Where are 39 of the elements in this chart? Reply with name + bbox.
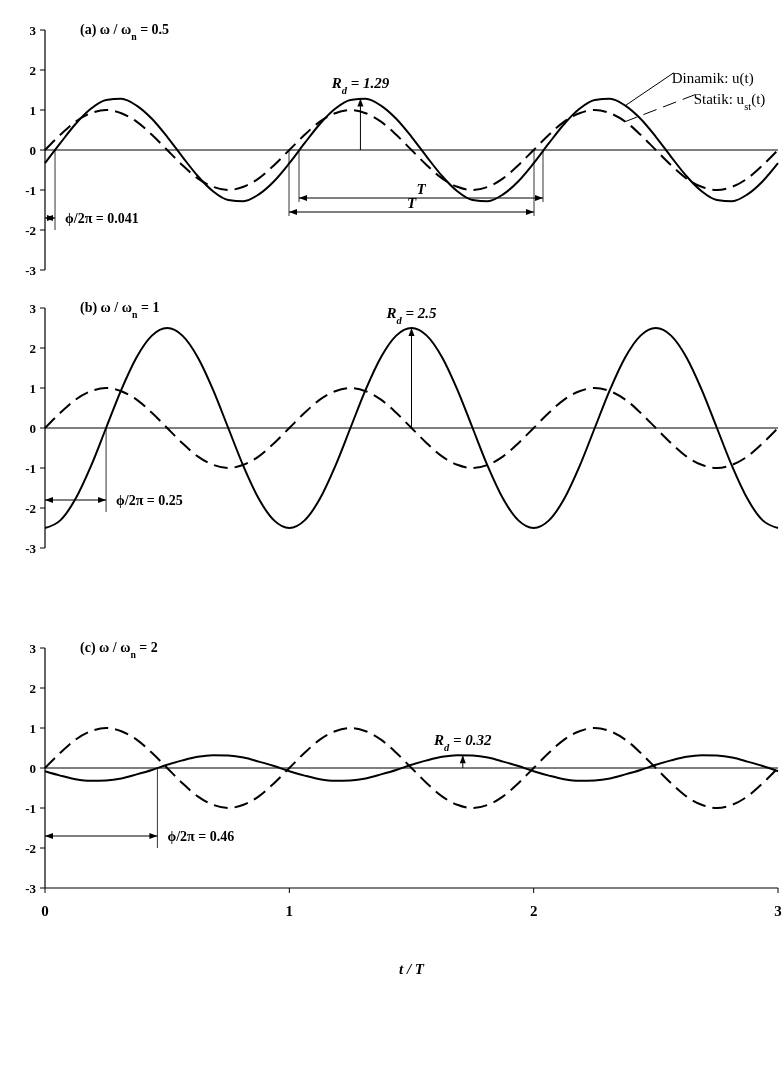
y-tick-label: -2 xyxy=(25,840,36,856)
x-tick-label: 0 xyxy=(41,903,49,919)
y-tick-label: -3 xyxy=(25,880,37,896)
y-tick-label: 1 xyxy=(29,720,36,736)
x-tick-label: 3 xyxy=(774,903,782,919)
y-tick-label: -1 xyxy=(25,182,36,198)
legend-label: Statik: u$_{st}$(t) xyxy=(693,91,766,112)
annotation: R$_{d}$ = 0.32 xyxy=(433,732,493,753)
y-tick-label: 0 xyxy=(29,420,36,436)
y-tick-label: 2 xyxy=(29,62,36,78)
y-tick-label: 3 xyxy=(29,22,37,38)
y-tick-label: 2 xyxy=(29,340,36,356)
y-tick-label: 2 xyxy=(29,680,36,696)
text: Dinamik: u(t) xyxy=(671,69,754,87)
annotation: ϕ/2π = 0.46 xyxy=(167,828,235,844)
y-tick-label: -1 xyxy=(25,800,36,816)
x-tick-label: 1 xyxy=(285,903,294,919)
annotation: T xyxy=(406,195,417,211)
chart-title: (b) ω / ω$_{n}$ = 1 xyxy=(80,300,160,320)
y-tick-label: -1 xyxy=(25,460,36,476)
y-tick-label: -2 xyxy=(25,222,36,238)
y-tick-label: 0 xyxy=(29,760,36,776)
annotation: ϕ/2π = 0.25 xyxy=(116,492,183,508)
chart-title: (c) ω / ω$_{n}$ = 2 xyxy=(80,640,158,660)
y-tick-label: 0 xyxy=(29,142,36,158)
y-tick-label: 3 xyxy=(29,300,37,316)
annotation: R$_{d}$ = 2.5 xyxy=(385,305,438,326)
y-tick-label: 1 xyxy=(29,380,36,396)
y-tick-label: -2 xyxy=(25,500,36,516)
y-tick-label: 3 xyxy=(29,640,37,656)
annotation: ϕ/2π = 0.041 xyxy=(65,210,139,226)
annotation: R$_{d}$ = 1.29 xyxy=(330,75,390,96)
x-tick-label: 2 xyxy=(529,903,538,919)
y-tick-label: -3 xyxy=(25,540,37,556)
annotation: T xyxy=(416,181,427,197)
x-axis-title: t / T xyxy=(399,961,425,977)
y-tick-label: -3 xyxy=(25,262,37,278)
y-tick-label: 1 xyxy=(29,102,36,118)
chart-title: (a) ω / ω$_{n}$ = 0.5 xyxy=(80,22,170,42)
